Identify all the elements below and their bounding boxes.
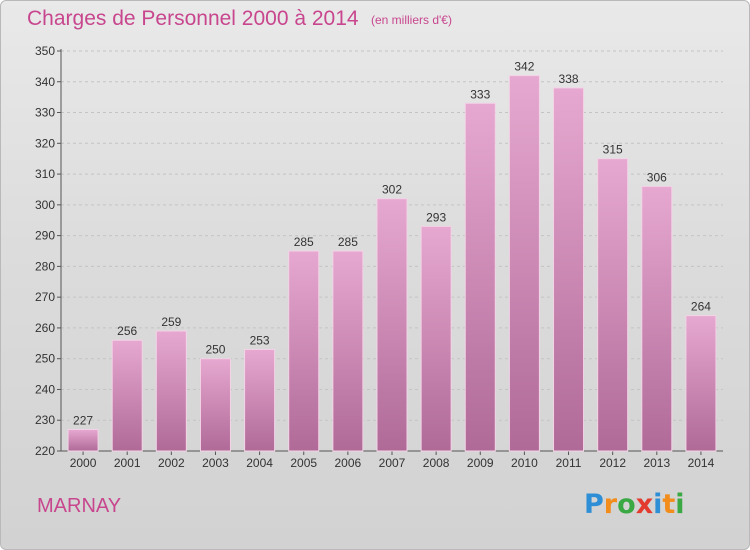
data-label-2004: 253	[250, 333, 270, 347]
x-tick-label: 2007	[379, 456, 406, 470]
bar-2002	[155, 330, 187, 452]
data-label-2014: 264	[691, 300, 711, 314]
chart-subtitle: (en milliers d'€)	[371, 13, 452, 27]
logo-letter: o	[617, 489, 636, 520]
y-tick-label: 220	[35, 444, 55, 458]
bar-2010	[508, 75, 540, 452]
logo-letter: P	[584, 489, 604, 520]
y-tick-label: 300	[35, 198, 55, 212]
proxiti-logo[interactable]: Proxiti	[584, 489, 685, 520]
x-tick-label: 2009	[467, 456, 494, 470]
x-tick-label: 2014	[688, 456, 715, 470]
data-label-2013: 306	[647, 170, 667, 184]
x-tick-label: 2005	[290, 456, 317, 470]
y-tick-label: 270	[35, 290, 55, 304]
bar-2007	[376, 198, 408, 452]
data-label-2009: 333	[470, 87, 490, 101]
x-tick-label: 2008	[423, 456, 450, 470]
y-tick-label: 230	[35, 413, 55, 427]
logo-letter: t	[662, 489, 676, 520]
y-tick-label: 250	[35, 352, 55, 366]
data-label-2001: 256	[117, 324, 137, 338]
data-label-2008: 293	[426, 210, 446, 224]
bar-2000	[67, 428, 99, 452]
logo-letter: i	[675, 489, 685, 520]
data-labels: 227 256 259 250 253 285 285 302 293 333 342 338 315 3…	[73, 60, 711, 428]
y-tick-label: 280	[35, 259, 55, 273]
data-label-2012: 315	[603, 143, 623, 157]
logo-letter: x	[635, 489, 654, 520]
x-tick-label: 2013	[643, 456, 670, 470]
axes: 220 230 240 250 260 270 280 290 300 310 320 330 340 3…	[35, 44, 723, 470]
bar-2006	[332, 250, 364, 452]
x-tick-label: 2006	[335, 456, 362, 470]
bar-2011	[553, 87, 585, 452]
bar-2003	[199, 358, 231, 452]
y-tick-label: 240	[35, 382, 55, 396]
chart-title: Charges de Personnel 2000 à 2014	[27, 7, 359, 30]
y-tick-label: 340	[35, 75, 55, 89]
y-tick-label: 330	[35, 106, 55, 120]
x-tick-label: 2000	[70, 456, 97, 470]
y-tick-label: 310	[35, 167, 55, 181]
bar-2014	[685, 315, 717, 452]
data-label-2005: 285	[294, 235, 314, 249]
x-tick-label: 2002	[158, 456, 185, 470]
bar-2004	[244, 348, 276, 452]
bar-2009	[464, 102, 496, 452]
x-tick-label: 2001	[114, 456, 141, 470]
x-tick-label: 2003	[202, 456, 229, 470]
data-label-2006: 285	[338, 235, 358, 249]
bars	[67, 75, 717, 452]
data-label-2010: 342	[514, 60, 534, 74]
data-label-2007: 302	[382, 183, 402, 197]
logo-letter: r	[603, 489, 618, 520]
logo-letter: i	[653, 489, 663, 520]
y-tick-label: 350	[35, 44, 55, 58]
commune-name: MARNAY	[37, 495, 122, 517]
x-tick-label: 2004	[246, 456, 273, 470]
x-tick-label: 2010	[511, 456, 538, 470]
y-tick-label: 320	[35, 136, 55, 150]
data-label-2011: 338	[559, 72, 579, 86]
bar-2001	[111, 339, 143, 452]
bar-2013	[641, 185, 673, 452]
bar-2008	[420, 225, 452, 452]
data-label-2003: 250	[205, 343, 225, 357]
y-tick-label: 290	[35, 229, 55, 243]
bar-2005	[288, 250, 320, 452]
data-label-2002: 259	[161, 315, 181, 329]
x-tick-label: 2012	[599, 456, 626, 470]
x-tick-label: 2011	[556, 456, 582, 470]
data-label-2000: 227	[73, 413, 93, 427]
bar-2012	[597, 158, 629, 452]
y-tick-label: 260	[35, 321, 55, 335]
